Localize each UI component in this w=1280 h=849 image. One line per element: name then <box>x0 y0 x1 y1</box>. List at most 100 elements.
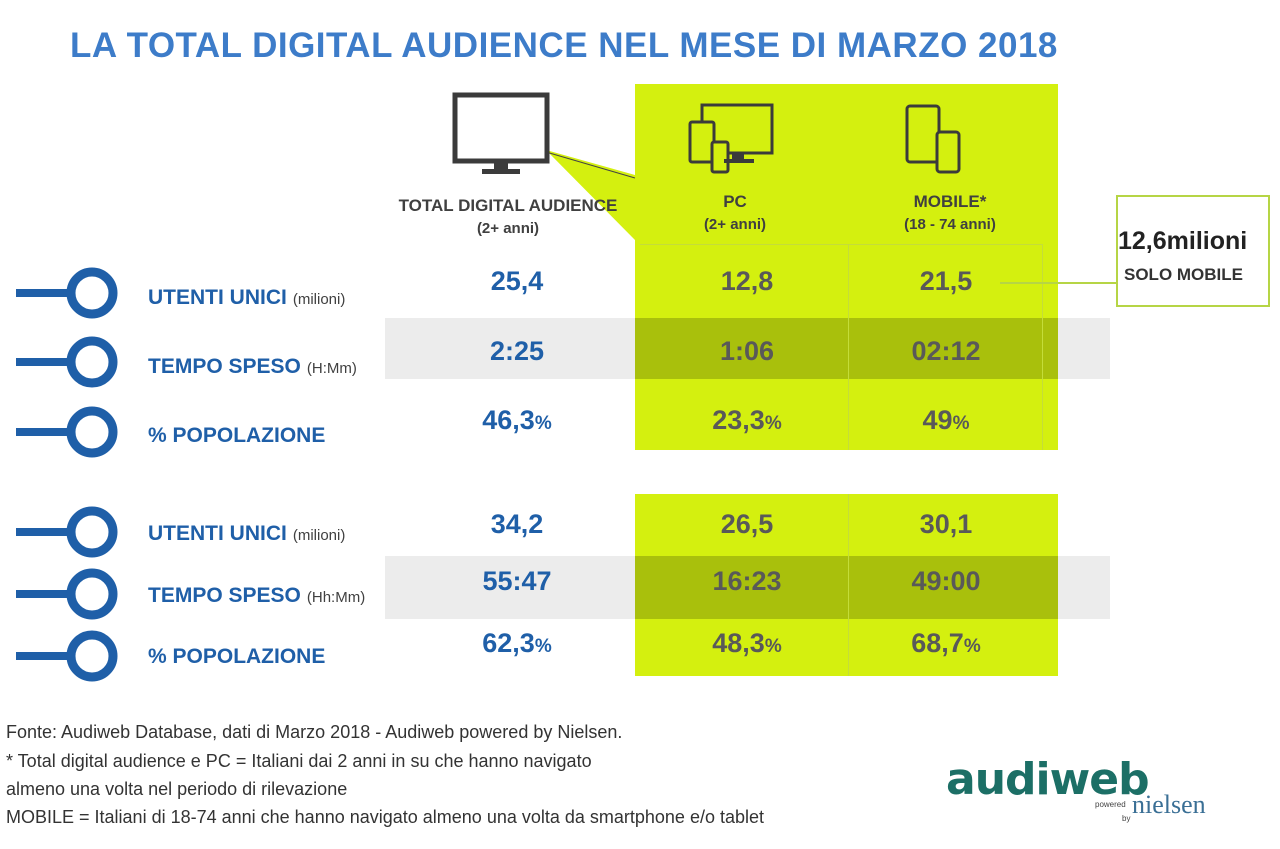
value-total: 62,3% <box>437 628 597 659</box>
col-header-pc: PC (2+ anni) <box>655 190 815 236</box>
value-total: 46,3% <box>437 405 597 436</box>
callout-text: SOLO MOBILE <box>1124 265 1243 284</box>
footnote-source: Fonte: Audiweb Database, dati di Marzo 2… <box>6 722 623 742</box>
value-number: 12,8 <box>720 266 774 296</box>
knob-icon <box>16 630 118 682</box>
knob-icon <box>16 568 118 620</box>
row-label-text: % POPOLAZIONE <box>148 645 326 668</box>
value-mobile: 49% <box>866 405 1026 436</box>
value-number: 30,1 <box>919 509 973 539</box>
value-number: 34,2 <box>490 509 544 539</box>
row-label-text: TEMPO SPESO <box>148 355 301 378</box>
value-number: 62,3 <box>482 628 535 658</box>
value-mobile: 02:12 <box>866 336 1026 367</box>
col-header-total-name: TOTAL DIGITAL AUDIENCE <box>398 196 618 215</box>
value-total: 34,2 <box>437 509 597 540</box>
row-label-popolazione: % POPOLAZIONE <box>148 645 331 669</box>
tempo-band-1-right <box>1058 318 1110 379</box>
footnote-definition-cont: almeno una volta nel periodo di rilevazi… <box>6 779 348 799</box>
knob-icon <box>16 506 118 558</box>
tempo-band-2-right <box>1058 556 1110 619</box>
col-header-mobile-name: MOBILE* <box>913 192 987 211</box>
value-pc: 23,3% <box>667 405 827 436</box>
row-unit: (milioni) <box>292 291 346 308</box>
audiweb-logo: audiweb <box>946 754 1150 805</box>
value-number: 46,3 <box>482 405 535 435</box>
nielsen-logo: nielsen <box>1132 790 1206 819</box>
tempo-band-2 <box>385 556 635 619</box>
value-pct: % <box>963 636 981 657</box>
value-mobile: 68,7% <box>866 628 1026 659</box>
value-mobile: 30,1 <box>866 509 1026 540</box>
value-number: 48,3 <box>712 628 765 658</box>
monitor-icon <box>452 92 550 174</box>
col-header-pc-name: PC <box>723 192 747 211</box>
value-pct: % <box>764 413 782 434</box>
devices-icon <box>688 103 774 174</box>
col-header-mobile: MOBILE* (18 - 74 anni) <box>865 190 1035 236</box>
row-label-text: % POPOLAZIONE <box>148 424 326 447</box>
callout-value: 12,6milioni <box>1118 227 1247 256</box>
col-header-total-sub: (2+ anni) <box>476 220 540 237</box>
logo-powered-text: powered <box>1095 800 1126 809</box>
value-number: 55:47 <box>482 566 552 596</box>
value-number: 02:12 <box>911 336 981 366</box>
row-label-text: UTENTI UNICI <box>148 286 287 309</box>
value-pc: 1:06 <box>667 336 827 367</box>
col-header-mobile-sub: (18 - 74 anni) <box>904 216 996 233</box>
value-pc: 12,8 <box>667 266 827 297</box>
value-pct: % <box>534 636 552 657</box>
mobile-only-callout: 12,6milioni SOLO MOBILE <box>1116 195 1270 307</box>
value-pct: % <box>764 636 782 657</box>
value-number: 2:25 <box>489 336 545 366</box>
page-title: LA TOTAL DIGITAL AUDIENCE NEL MESE DI MA… <box>70 26 1058 65</box>
value-pc: 16:23 <box>667 566 827 597</box>
value-pc: 48,3% <box>667 628 827 659</box>
value-number: 16:23 <box>712 566 782 596</box>
row-label-popolazione: % POPOLAZIONE <box>148 424 331 448</box>
value-pct: % <box>534 413 552 434</box>
tempo-band-1-green <box>635 318 1058 379</box>
grid-divider <box>1042 244 1043 450</box>
grid-divider <box>640 244 1043 245</box>
footnote-mobile: MOBILE = Italiani di 18-74 anni che hann… <box>6 807 765 827</box>
value-number: 68,7 <box>911 628 964 658</box>
callout-unit: milioni <box>1166 227 1248 255</box>
value-pc: 26,5 <box>667 509 827 540</box>
row-label-tempo-speso: TEMPO SPESO (H:Mm) <box>148 355 357 379</box>
knob-icon <box>16 336 118 388</box>
value-number: 49 <box>922 405 953 435</box>
value-number: 25,4 <box>490 266 544 296</box>
value-total: 55:47 <box>437 566 597 597</box>
value-mobile: 21,5 <box>866 266 1026 297</box>
col-header-pc-sub: (2+ anni) <box>703 216 767 233</box>
logo-by-text: by <box>1122 814 1131 823</box>
value-pct: % <box>952 413 970 434</box>
row-label-text: UTENTI UNICI <box>148 522 287 545</box>
row-unit: (milioni) <box>292 527 346 544</box>
value-number: 21,5 <box>919 266 973 296</box>
footnote-definition: * Total digital audience e PC = Italiani… <box>6 751 592 771</box>
value-total: 25,4 <box>437 266 597 297</box>
row-label-utenti-unici: UTENTI UNICI (milioni) <box>148 286 345 310</box>
col-header-total: TOTAL DIGITAL AUDIENCE (2+ anni) <box>390 194 626 240</box>
tempo-band-1 <box>385 318 635 379</box>
tempo-band-2-green <box>635 556 1058 619</box>
grid-divider <box>848 244 849 450</box>
row-label-utenti-unici: UTENTI UNICI (milioni) <box>148 522 345 546</box>
knob-icon <box>16 406 118 458</box>
knob-icon <box>16 267 118 319</box>
value-mobile: 49:00 <box>866 566 1026 597</box>
row-unit: (Hh:Mm) <box>306 589 366 606</box>
row-unit: (H:Mm) <box>306 360 357 377</box>
row-label-tempo-speso: TEMPO SPESO (Hh:Mm) <box>148 584 365 608</box>
value-number: 1:06 <box>719 336 775 366</box>
mobile-tablet-icon <box>905 104 961 174</box>
value-number: 49:00 <box>911 566 981 596</box>
value-total: 2:25 <box>437 336 597 367</box>
callout-number: 12,6 <box>1118 227 1167 255</box>
row-label-text: TEMPO SPESO <box>148 584 301 607</box>
value-number: 26,5 <box>720 509 774 539</box>
grid-divider <box>848 494 849 676</box>
